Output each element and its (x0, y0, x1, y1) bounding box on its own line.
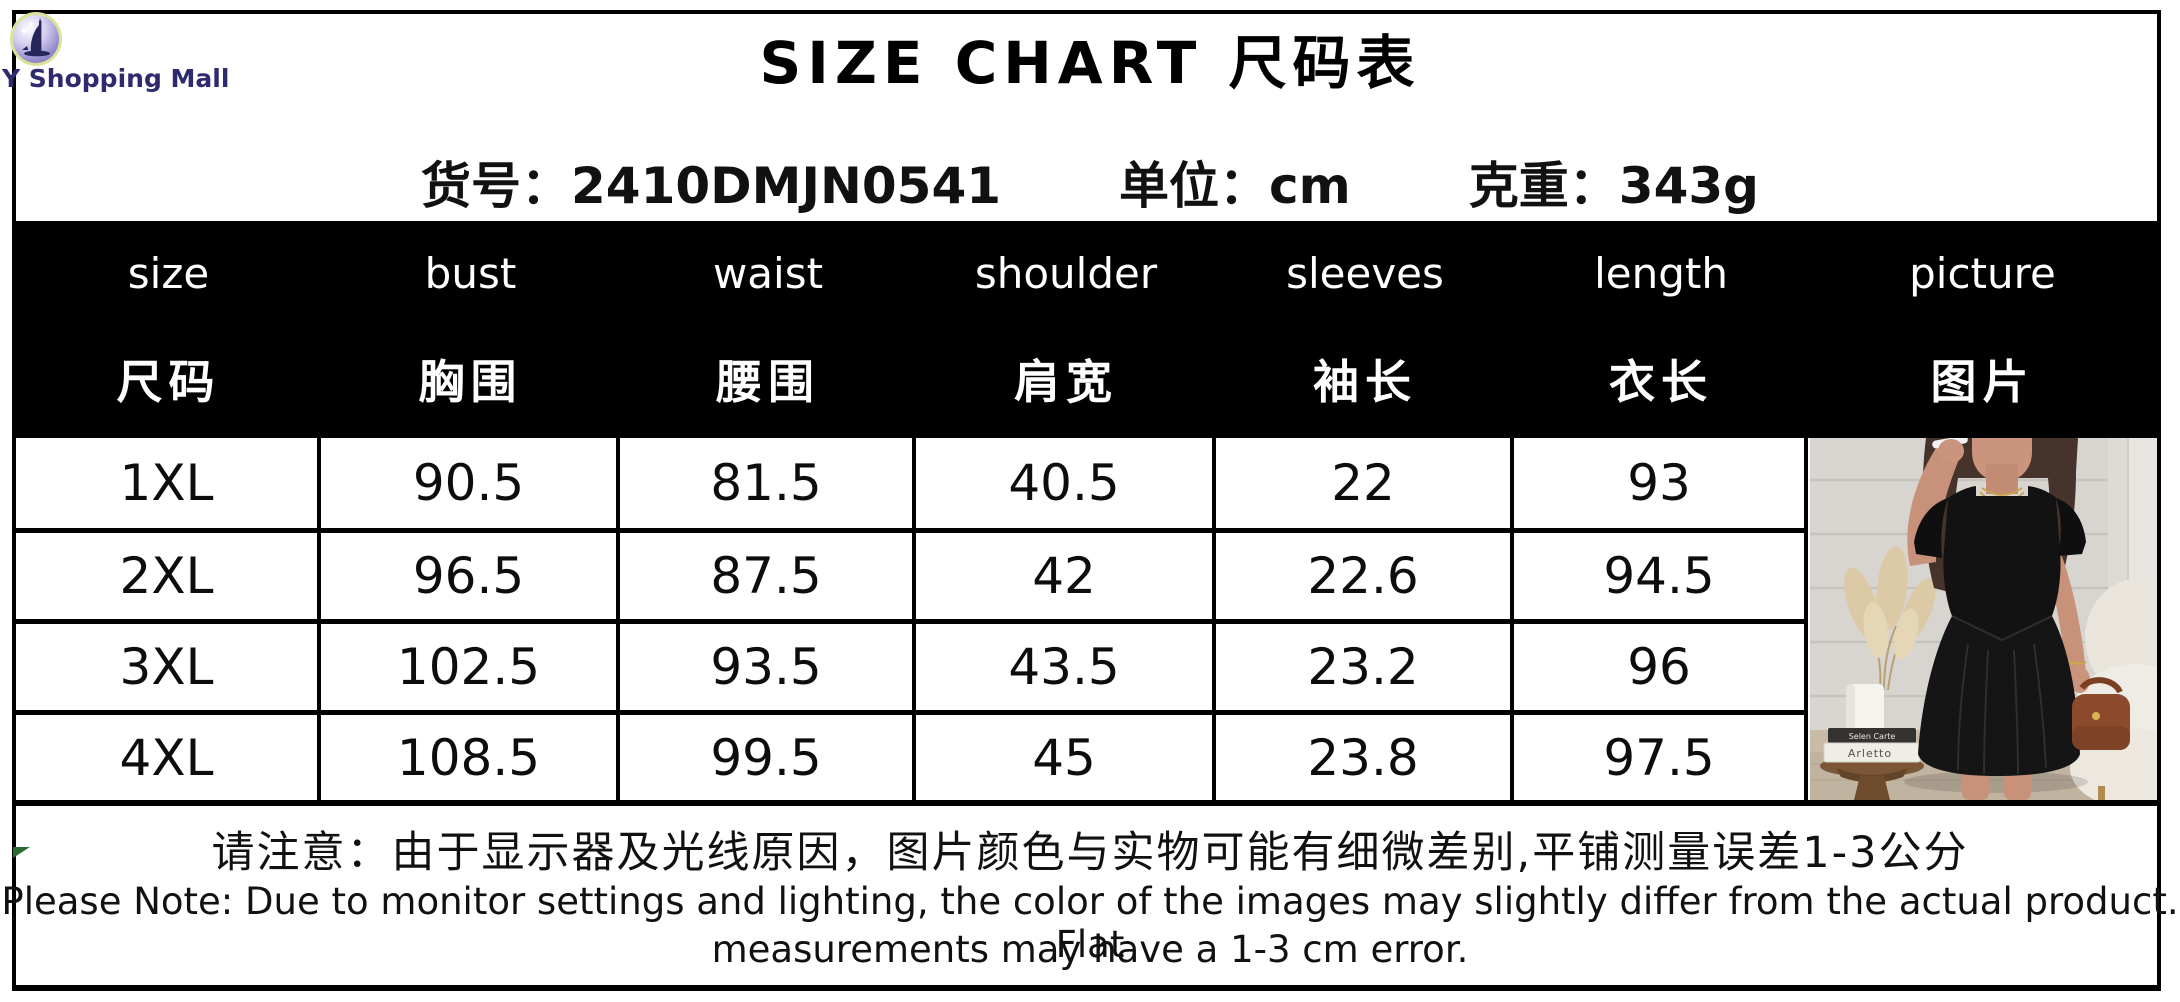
column-header-en: shoulder (974, 249, 1158, 298)
table-cell: 108.5 (321, 715, 620, 800)
column-header-en: waist (712, 249, 824, 298)
brand-name: Y Shopping Mall (2, 64, 230, 93)
column-header-picture: picture 图片 (1808, 221, 2157, 438)
column-header-zh: 腰围 (716, 355, 820, 409)
column-header-en: sleeves (1286, 249, 1444, 298)
table-cell: 97.5 (1514, 715, 1808, 800)
column-header-en: bust (424, 249, 517, 298)
column-header-shoulder: shoulder 肩宽 (916, 221, 1216, 438)
column-header-sleeves: sleeves 袖长 (1216, 221, 1514, 438)
table-cell: 96 (1514, 624, 1808, 715)
table-cell: 43.5 (916, 624, 1216, 715)
model (1904, 438, 2130, 800)
column-header-length: length 衣长 (1514, 221, 1808, 438)
item-number: 货号：2410DMJN0541 (421, 146, 1001, 218)
product-photo: Selen Carte Arletto (1810, 438, 2157, 800)
note-english-line1: Please Note: Due to monitor settings and… (1, 880, 2179, 966)
table-cell: 42 (916, 533, 1216, 624)
book-spine-text-bottom: Arletto (1848, 747, 1892, 760)
column-header-size: size 尺码 (16, 221, 321, 438)
table-cell: 93.5 (620, 624, 916, 715)
size-cell: 2XL (16, 533, 321, 624)
table-cell: 23.2 (1216, 624, 1514, 715)
note-english-line2: measurements may have a 1-3 cm error. (711, 928, 1469, 971)
column-header-waist: waist 腰围 (620, 221, 916, 438)
table-cell: 96.5 (321, 533, 620, 624)
size-table-body: 1XL 90.5 81.5 40.5 22 93 2XL 96.5 87.5 4… (16, 438, 1808, 800)
table-cell: 22.6 (1216, 533, 1514, 624)
unit: 单位：cm (1119, 146, 1351, 218)
hair (1922, 438, 2078, 598)
column-header-zh: 胸围 (418, 355, 523, 409)
product-photo-illustration: Selen Carte Arletto (1810, 438, 2157, 800)
size-cell: 1XL (16, 438, 321, 533)
table-cell: 22 (1216, 438, 1514, 533)
table-bottom-divider (12, 800, 2161, 806)
fabric-weight-label: 克重： (1468, 157, 1619, 215)
item-number-label: 货号： (421, 157, 572, 215)
table-cell: 93 (1514, 438, 1808, 533)
book-spine-text-top: Selen Carte (1849, 732, 1896, 741)
brand-logo-badge (10, 12, 62, 66)
column-header-en: length (1594, 249, 1728, 298)
fabric-weight: 克重：343g (1469, 146, 1759, 218)
size-cell: 4XL (16, 715, 321, 800)
column-header-en: size (127, 249, 210, 298)
green-corner-mark (13, 847, 30, 858)
size-cell: 3XL (16, 624, 321, 715)
column-header-bust: bust 胸围 (321, 221, 620, 438)
table-cell: 94.5 (1514, 533, 1808, 624)
column-header-zh: 衣长 (1609, 355, 1713, 409)
table-cell: 23.8 (1216, 715, 1514, 800)
table-cell: 81.5 (620, 438, 916, 533)
table-cell: 45 (916, 715, 1216, 800)
dress (1914, 486, 2086, 776)
table-cell: 90.5 (321, 438, 620, 533)
handbag (2072, 677, 2130, 750)
unit-value: cm (1269, 157, 1351, 215)
table-cell: 87.5 (620, 533, 916, 624)
books: Selen Carte Arletto (1823, 728, 1921, 763)
table-cell: 99.5 (620, 715, 916, 800)
column-header-zh: 图片 (1930, 355, 2035, 409)
legs (1962, 768, 2031, 800)
pampas-grass (1844, 546, 1936, 691)
note-chinese: 请注意：由于显示器及光线原因，图片颜色与实物可能有细微差别,平铺测量误差1-3公… (211, 828, 1969, 878)
column-header-zh: 尺码 (116, 355, 221, 409)
size-table-header: size 尺码 bust 胸围 waist 腰围 shoulder 肩宽 sle… (16, 221, 2157, 438)
product-info-row: 货号：2410DMJN0541 单位：cm 克重：343g (0, 146, 2180, 218)
page-title: SIZE CHART 尺码表 (759, 29, 1421, 97)
item-number-value: 2410DMJN0541 (571, 157, 1002, 215)
candle (1846, 684, 1884, 732)
fabric-weight-value: 343g (1618, 157, 1759, 215)
unit-label: 单位： (1119, 157, 1270, 215)
column-header-zh: 袖长 (1313, 355, 1417, 409)
tower-icon (20, 18, 50, 57)
table-cell: 102.5 (321, 624, 620, 715)
table-cell: 40.5 (916, 438, 1216, 533)
column-header-zh: 肩宽 (1014, 355, 1118, 409)
column-header-en: picture (1909, 249, 2056, 298)
